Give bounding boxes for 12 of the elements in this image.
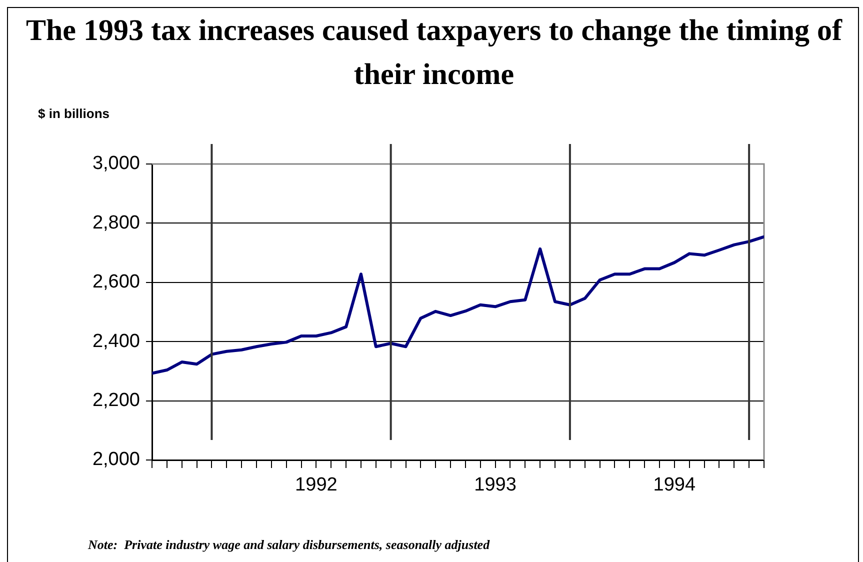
y-tick-label: 2,000 xyxy=(92,449,140,470)
y-axis-title: $ in billions xyxy=(38,106,110,121)
y-tick-label: 2,200 xyxy=(92,390,140,412)
y-tick-label: 3,000 xyxy=(92,153,140,174)
x-tick-label: 1994 xyxy=(653,474,696,496)
chart-title: The 1993 tax increases caused taxpayers to change the timing of their income xyxy=(24,13,844,93)
y-tick-label: 2,600 xyxy=(92,272,140,293)
text: Note: Private industry wage and salary disbursements, seasonally adjusted xyxy=(88,537,490,553)
y-tick-label: 2,800 xyxy=(92,212,140,234)
x-tick-label: 1993 xyxy=(474,474,516,496)
y-tick-label: 2,400 xyxy=(92,330,140,352)
x-tick-label: 1992 xyxy=(295,474,338,496)
